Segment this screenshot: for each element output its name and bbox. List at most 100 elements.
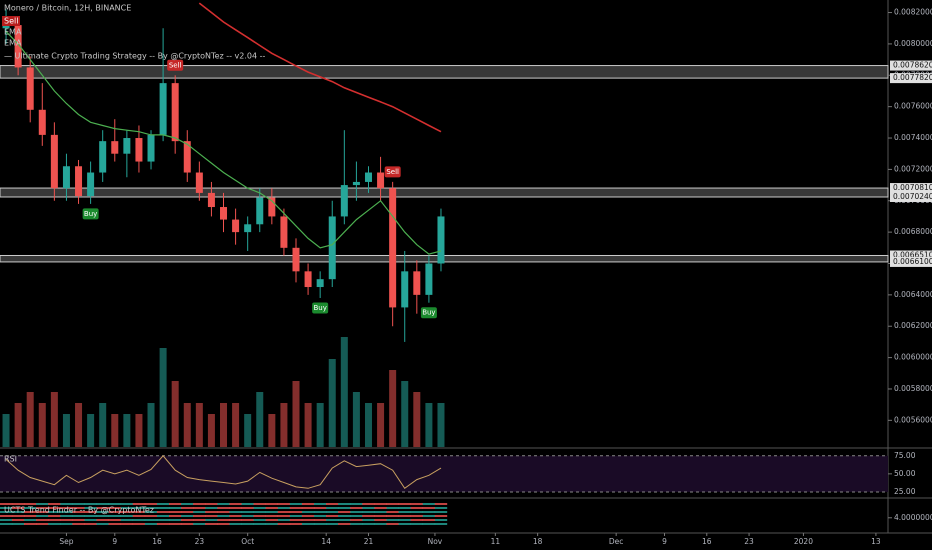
trend-stripe: [338, 507, 351, 509]
trend-stripe: [205, 503, 218, 505]
trend-stripe: [84, 523, 97, 525]
trend-stripe: [434, 519, 448, 521]
trend-stripe: [96, 515, 109, 517]
volume-bar: [316, 403, 324, 447]
candle-body: [147, 134, 155, 162]
zone: [0, 187, 889, 198]
legend-entry: EMA: [4, 39, 22, 48]
trend-stripe: [36, 519, 49, 521]
trend-stripe: [398, 507, 411, 509]
volume-bar: [232, 403, 240, 447]
volume-bar: [195, 403, 203, 447]
trend-stripe: [96, 503, 109, 505]
trend-stripe: [229, 515, 242, 517]
trend-stripe: [72, 515, 85, 517]
trend-stripe: [36, 523, 49, 525]
volume-bar: [304, 403, 312, 447]
y-tick-label: 0.00800000: [894, 39, 932, 48]
trend-stripe: [241, 511, 254, 513]
trend-stripe: [289, 523, 303, 525]
trend-stripe: [410, 507, 424, 509]
chart-title: Monero / Bitcoin, 12H, BINANCE: [4, 4, 131, 13]
trend-stripe: [181, 519, 194, 521]
trend-stripe: [0, 503, 13, 505]
trend-stripe: [168, 523, 182, 525]
volume-bar: [207, 414, 215, 447]
trend-stripe: [398, 503, 411, 505]
trend-stripe: [108, 519, 121, 521]
volume-bar: [244, 414, 252, 447]
trend-stripe: [108, 515, 121, 517]
trend-stripe: [434, 503, 448, 505]
trend-stripe: [108, 511, 121, 513]
volume-bar: [123, 414, 131, 447]
trend-stripe: [144, 523, 158, 525]
trend-stripe: [108, 523, 121, 525]
trend-stripe: [326, 519, 339, 521]
candle-body: [437, 216, 445, 264]
signal-label: Sell: [169, 61, 182, 69]
trend-stripe: [241, 507, 254, 509]
x-tick-label: 16: [702, 537, 712, 546]
volume-bar: [437, 403, 445, 447]
volume-bar: [26, 392, 34, 447]
zone-label-box: [890, 191, 932, 202]
y-tick-label: 0.00600000: [894, 353, 932, 362]
trend-stripe: [48, 519, 61, 521]
trend-stripe: [386, 511, 399, 513]
trend-stripe: [193, 503, 206, 505]
volume-bar: [268, 414, 276, 447]
trend-stripe: [410, 519, 424, 521]
candle-body: [389, 188, 397, 308]
trend-stripe: [120, 507, 134, 509]
signal-label: Sell: [386, 168, 399, 176]
y-tick-label: 0.00580000: [894, 384, 932, 393]
rsi-band: [0, 455, 888, 492]
trend-stripe: [434, 511, 448, 513]
volume-bar: [62, 414, 70, 447]
trend-stripe: [120, 519, 134, 521]
trend-stripe: [374, 507, 387, 509]
trend-stripe: [96, 523, 109, 525]
trend-stripe: [60, 519, 73, 521]
trend-stripe: [181, 507, 194, 509]
signal-label: Buy: [422, 309, 435, 317]
trend-stripe: [229, 523, 242, 525]
trend-stripe: [277, 511, 291, 513]
trend-stripe: [313, 511, 327, 513]
trend-stripe: [386, 519, 399, 521]
trend-stripe: [289, 507, 303, 509]
candle-body: [220, 207, 228, 220]
trend-stripe: [132, 503, 146, 505]
legend-entry: — Ultimate Crypto Trading Strategy -- By…: [4, 52, 266, 61]
candle-body: [377, 172, 385, 189]
trend-stripe: [422, 511, 436, 513]
rsi-tick-label: 25.00: [894, 487, 916, 496]
trend-stripe: [362, 515, 375, 517]
trend-stripe: [24, 507, 37, 509]
trend-stripe: [84, 503, 97, 505]
trend-stripe: [24, 503, 37, 505]
trend-label: UCTS Trend Finder -- By @CryptoNTez: [4, 506, 154, 515]
signal-box: [82, 208, 99, 220]
volume-bar: [280, 403, 288, 447]
rsi-label: RSI: [4, 455, 17, 464]
trend-stripe: [144, 507, 158, 509]
x-tick-label: 9: [662, 537, 667, 546]
trend-stripe: [156, 519, 170, 521]
candle-body: [364, 172, 372, 182]
y-tick-label: 0.00820000: [894, 8, 932, 17]
candle-body: [207, 192, 215, 208]
trend-stripe: [48, 515, 61, 517]
trend-stripe: [313, 519, 327, 521]
trend-tick-label: 4.00000000: [894, 513, 932, 522]
trend-stripe: [48, 511, 61, 513]
trend-stripe: [205, 519, 218, 521]
zone-label-box: [890, 183, 932, 194]
legend-tag: [2, 16, 20, 26]
volume-bar: [14, 403, 22, 447]
trend-stripe: [338, 503, 351, 505]
trend-stripe: [326, 515, 339, 517]
